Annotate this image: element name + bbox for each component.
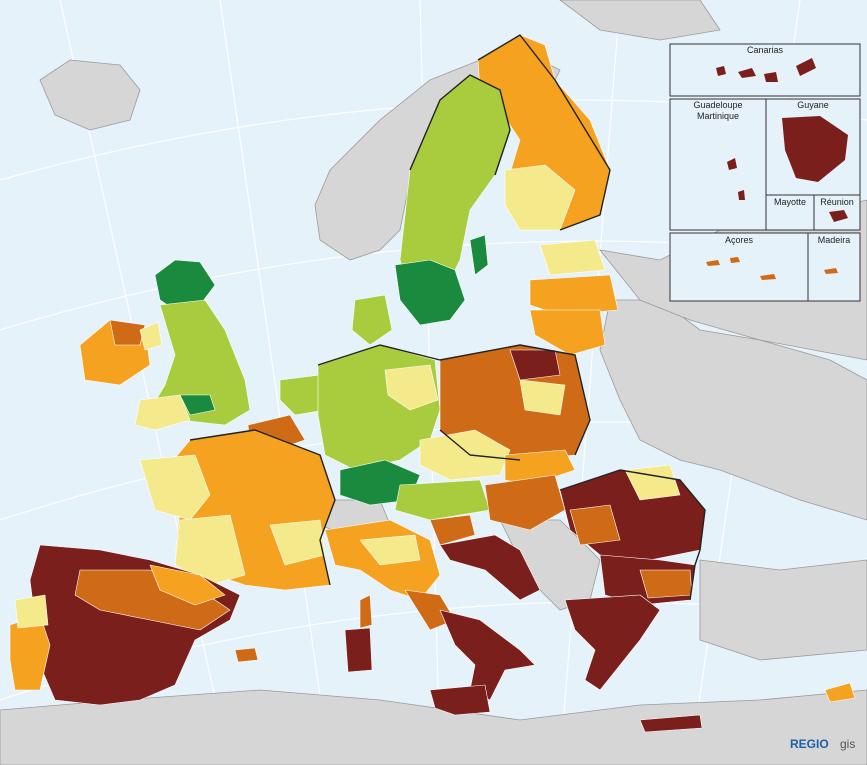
region-estonia [539,239,606,276]
region-latvia [529,274,619,316]
region-denmark [351,294,393,346]
region-stockholm [469,234,489,276]
belarus-ukraine [599,299,867,521]
iceland [39,59,141,131]
inset-label-canarias: Canarias [747,45,784,55]
region-sardinia [344,627,373,673]
inset-label-guyane: Guyane [797,100,829,110]
inset-madeira: Madeira [807,232,861,302]
region-france-centre [269,519,326,566]
arctic-coast [559,0,721,41]
region-austria [394,479,491,521]
region-lithuania [529,309,606,356]
region-northern-ireland [139,321,163,351]
region-france-sw [174,514,246,586]
region-ireland-north [109,319,146,346]
inset-reunion: Réunion [813,194,861,231]
national-borders [189,34,706,601]
inset-label-guadeloupe: Guadeloupe [693,100,742,110]
region-poland-ne [509,349,561,381]
logo-brand: REGIO [790,737,829,751]
eu-regions [9,34,856,733]
inset-mayotte: Mayotte [765,194,815,231]
region-sicily [429,684,491,716]
region-hungary [484,474,566,531]
region-italy-south [439,609,536,701]
region-slovenia [429,514,476,546]
region-england [149,299,251,426]
turkey [699,559,867,661]
inset-label-reunion: Réunion [820,197,854,207]
north-africa [0,689,867,765]
region-warsaw [519,379,566,416]
region-brittany [139,454,211,521]
region-romania-west [569,504,621,546]
region-cyprus [824,682,856,703]
region-balearics [234,647,259,663]
region-scotland [154,259,216,311]
inset-label-acores: Açores [725,235,754,245]
region-bulgaria-east [639,569,693,599]
inset-canarias: Canarias [669,43,861,97]
region-portugal-north [14,594,49,629]
region-netherlands [279,374,326,416]
inset-label-madeira: Madeira [818,235,851,245]
inset-label-mayotte: Mayotte [774,197,806,207]
region-spain-ne [149,564,226,606]
region-greece [564,594,661,691]
region-crete [639,714,703,733]
inset-guadeloupe-martinique: Guadeloupe Martinique [669,98,767,231]
inset-label-martinique: Martinique [697,111,739,121]
logo-suffix: gis [840,737,855,751]
inset-acores: Açores [669,232,809,302]
region-czechia [419,429,511,481]
region-italy-north-central [359,534,421,566]
regio-gis-logo: REGIO gis [790,737,855,751]
region-croatia [439,534,541,601]
region-sweden-south [394,259,466,326]
region-corsica [359,594,373,629]
region-germany-east [384,364,439,411]
region-london [179,394,216,416]
inset-guyane: Guyane [765,98,861,196]
region-cornwall [134,394,191,431]
